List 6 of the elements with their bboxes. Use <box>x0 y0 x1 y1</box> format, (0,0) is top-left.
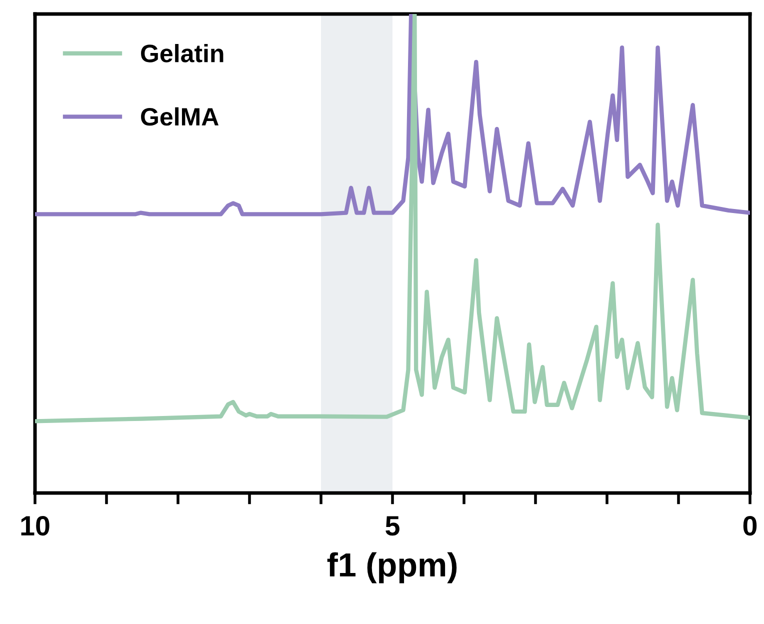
x-axis-title: f1 (ppm) <box>327 552 457 584</box>
x-tick-label: 10 <box>21 516 50 536</box>
legend-label: GelMA <box>141 107 219 126</box>
legend-label: Gelatin <box>141 44 224 62</box>
x-tick-label: 5 <box>386 516 400 536</box>
x-tick-label: 0 <box>743 516 757 536</box>
